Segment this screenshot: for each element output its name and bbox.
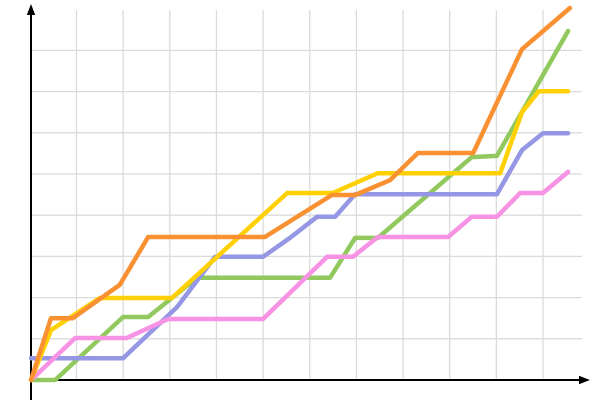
series-lines (28, 5, 573, 383)
series-periwinkle-blue-line (28, 130, 571, 361)
axes (26, 4, 590, 400)
series-orange-line (28, 5, 573, 383)
series-green-line (28, 28, 571, 383)
x-axis-arrowhead (579, 375, 590, 385)
y-axis-arrowhead (26, 4, 36, 15)
series-pink-violet-line (28, 169, 571, 383)
